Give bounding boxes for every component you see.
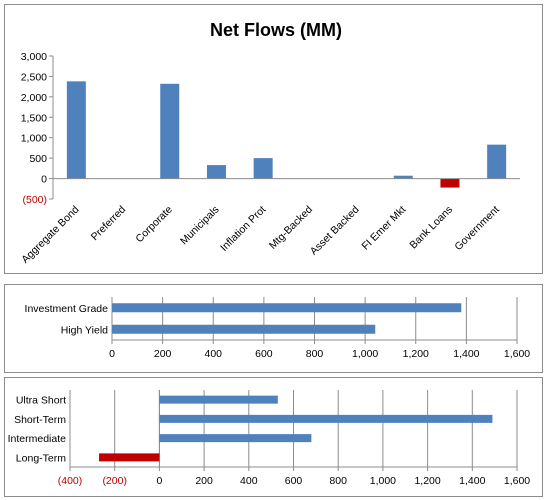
y-tick-label: 3,000 [21,51,47,63]
x-tick-label: 1,000 [370,475,396,487]
x-tick-label: 400 [240,475,258,487]
x-tick-label: 1,400 [459,475,485,487]
x-tick-label: 400 [204,348,222,360]
x-tick-label: Preferred [89,204,129,244]
duration-chart: (400) (200) 0 200 400 600 800 1,000 1,200 1,400 1,… [8,390,530,487]
bar [393,175,413,179]
y-tick-label: 0 [41,174,47,186]
x-tick-label: Asset Backed [308,204,362,258]
x-tick-label: 0 [109,348,115,360]
bar [487,144,507,179]
x-tick-label: (200) [102,475,127,487]
credit-quality-chart-panel: 0 200 400 600 800 1,000 1,200 1,400 1,600 Investm… [4,284,543,373]
bar [440,178,460,188]
y-tick-label: (500) [22,194,47,206]
y-tick-label: 1,000 [21,133,47,145]
x-tick-label: 800 [306,348,324,360]
duration-chart-panel: (400) (200) 0 200 400 600 800 1,000 1,200 1,400 1,… [4,377,543,497]
chart-title: Net Flows (MM) [210,20,342,40]
category-label: Intermediate [8,433,67,445]
y-tick-label: 500 [29,153,47,165]
x-tick-label: 1,000 [352,348,378,360]
x-tick-label: 1,200 [414,475,440,487]
bar [112,324,376,334]
credit-quality-chart: 0 200 400 600 800 1,000 1,200 1,400 1,600 Investm… [25,297,530,360]
x-tick-label: Corporate [133,204,175,246]
bar [159,434,312,443]
x-tick-label: 1,400 [453,348,479,360]
category-label: Long-Term [16,452,66,464]
x-tick-label: Mtg-Backed [267,204,315,252]
x-tick-label: 1,200 [403,348,429,360]
x-tick-label: 800 [329,475,347,487]
x-tick-label: Aggregate Bond [19,204,81,266]
bar [160,83,180,179]
y-tick-label: 2,000 [21,92,47,104]
bar [253,158,273,179]
x-tick-label: Government [452,204,501,253]
x-tick-label: 0 [156,475,162,487]
category-label: High Yield [61,324,108,336]
x-tick-label: 200 [195,475,213,487]
x-tick-label: Bank Loans [407,204,455,252]
bar [159,414,493,423]
bar [159,395,278,404]
net-flows-chart: Net Flows (MM) (500) 0 500 1,000 1,500 2,000 2,… [19,20,520,266]
x-tick-label: 1,600 [504,475,530,487]
x-tick-label: 600 [255,348,273,360]
x-tick-label: Inflation Prot [218,204,268,254]
y-tick-label: 1,500 [21,112,47,124]
bar [66,81,86,179]
bar [99,453,160,462]
x-tick-label: Municipals [178,204,222,248]
x-tick-label: 200 [154,348,172,360]
y-tick-label: 2,500 [21,71,47,83]
category-label: Investment Grade [25,303,109,315]
x-tick-label: 600 [285,475,303,487]
x-tick-label: (400) [58,475,83,487]
x-tick-label: FI Emer Mkt [359,204,408,253]
category-label: Ultra Short [16,395,66,407]
category-label: Short-Term [14,414,66,426]
net-flows-chart-panel: Net Flows (MM) (500) 0 500 1,000 1,500 2,000 2,… [4,4,543,274]
x-tick-label: 1,600 [504,348,530,360]
bar [112,303,462,313]
bar [206,165,226,179]
